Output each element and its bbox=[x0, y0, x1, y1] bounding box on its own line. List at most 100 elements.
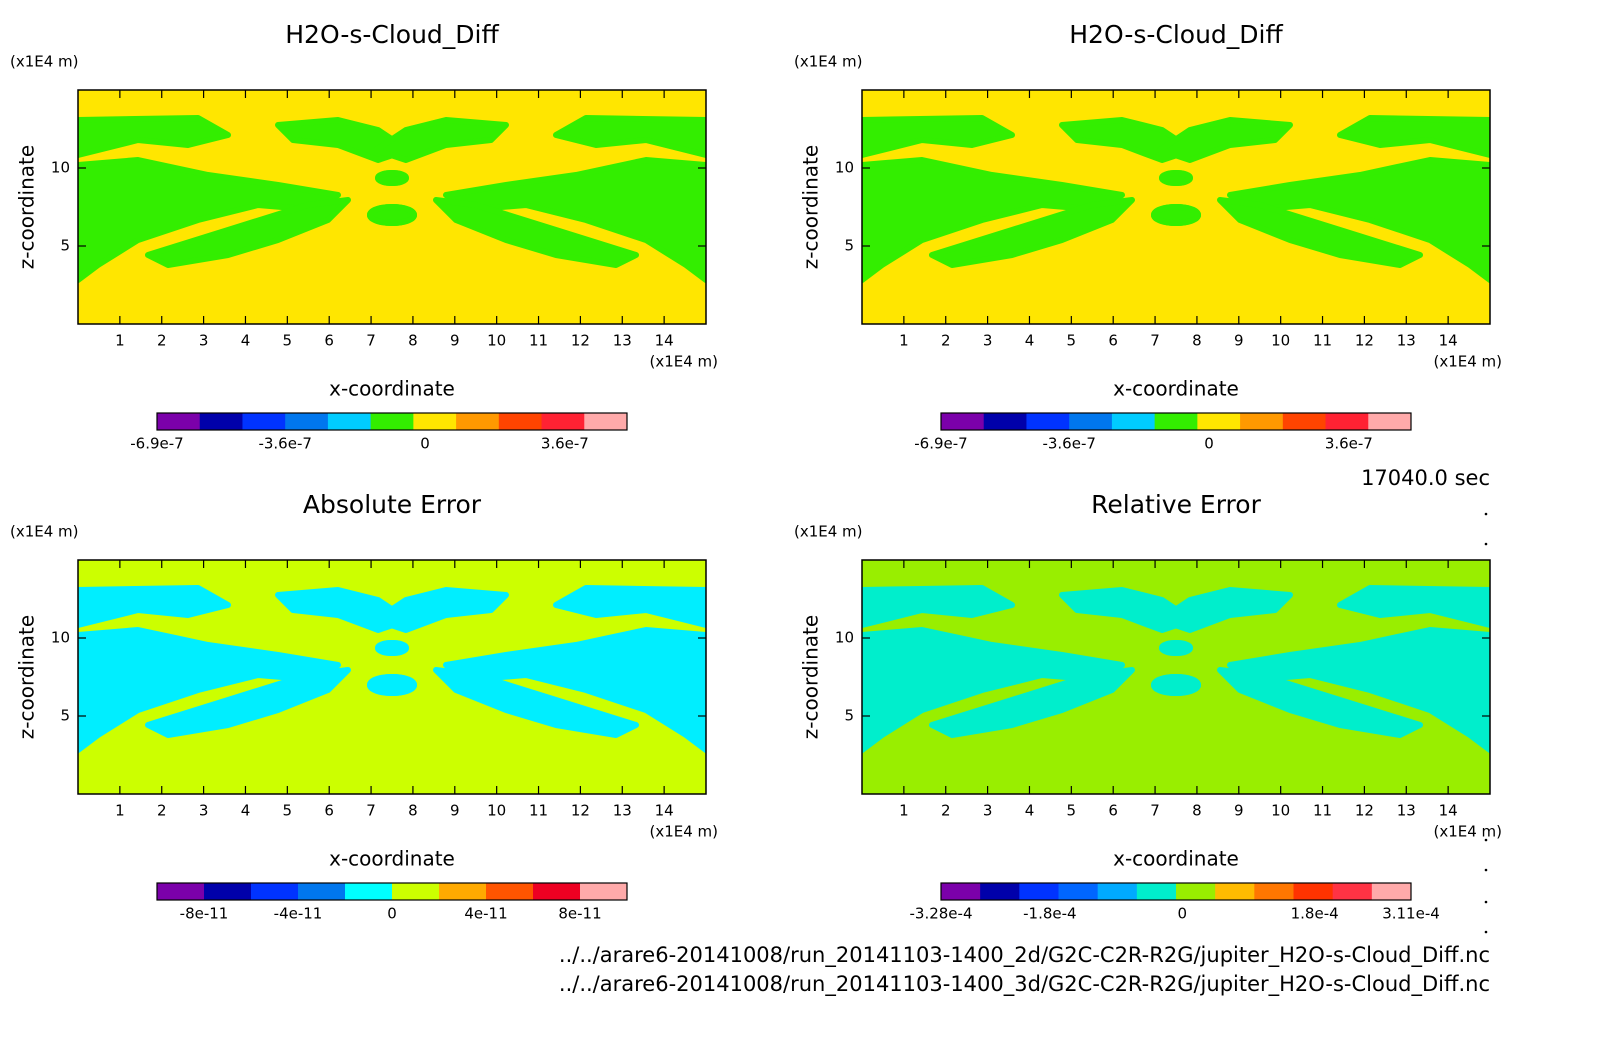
colorbar-segment bbox=[1371, 883, 1412, 900]
colorbar-segment bbox=[251, 883, 299, 900]
x-tick-label: 3 bbox=[199, 802, 209, 820]
colorbar-segment bbox=[1111, 413, 1156, 430]
colorbar-segment bbox=[983, 413, 1027, 430]
colorbar-segment bbox=[941, 413, 985, 430]
colorbar-tick-label: -6.9e-7 bbox=[130, 435, 183, 453]
x-tick-label: 8 bbox=[1192, 332, 1202, 350]
colorbar-segment bbox=[204, 883, 252, 900]
chart-title: Relative Error bbox=[1091, 490, 1261, 519]
x-tick-label: 10 bbox=[1271, 802, 1290, 820]
x-tick-label: 8 bbox=[1192, 802, 1202, 820]
plot-frame bbox=[861, 559, 1491, 795]
x-unit: (x1E4 m) bbox=[649, 823, 718, 841]
colorbar-segment bbox=[1293, 883, 1334, 900]
colorbar-segment bbox=[285, 413, 329, 430]
colorbar-frame bbox=[940, 882, 1412, 901]
y-axis-label: z-coordinate bbox=[15, 615, 39, 739]
x-tick-label: 2 bbox=[157, 332, 167, 350]
y-tick-label: 10 bbox=[835, 159, 854, 177]
x-unit: (x1E4 m) bbox=[1433, 823, 1502, 841]
colorbar-segment bbox=[1240, 413, 1284, 430]
colorbar-tick-label: 0 bbox=[1177, 905, 1187, 923]
x-tick-label: 10 bbox=[1271, 332, 1290, 350]
colorbar-tick-label: -8e-11 bbox=[180, 905, 229, 923]
y-unit: (x1E4 m) bbox=[10, 523, 79, 541]
colorbar-frame bbox=[156, 412, 628, 431]
colorbar-segment bbox=[242, 413, 286, 430]
colorbar-segment bbox=[345, 883, 393, 900]
edge-dots bbox=[1484, 512, 1488, 934]
y-tick-label: 10 bbox=[51, 159, 70, 177]
colorbar-segment bbox=[157, 413, 201, 430]
colorbar-segment bbox=[1069, 413, 1113, 430]
y-axis-label: z-coordinate bbox=[15, 145, 39, 269]
colorbar-segment bbox=[1154, 413, 1198, 430]
x-tick-label: 8 bbox=[408, 802, 418, 820]
colorbar-frame bbox=[156, 882, 628, 901]
colorbar-segment bbox=[584, 413, 628, 430]
x-tick-label: 2 bbox=[941, 802, 951, 820]
colorbar-segment bbox=[413, 413, 457, 430]
x-tick-label: 4 bbox=[241, 802, 251, 820]
colorbar-tick-label: -6.9e-7 bbox=[914, 435, 967, 453]
colorbar-tick-label: 1.8e-4 bbox=[1291, 905, 1339, 923]
x-tick-label: 4 bbox=[1025, 332, 1035, 350]
y-axis-label: z-coordinate bbox=[799, 145, 823, 269]
x-tick-label: 1 bbox=[115, 332, 125, 350]
x-tick-label: 7 bbox=[1150, 332, 1160, 350]
y-tick-label: 5 bbox=[60, 707, 70, 725]
x-tick-label: 9 bbox=[1234, 802, 1244, 820]
x-tick-label: 13 bbox=[613, 332, 632, 350]
x-tick-label: 13 bbox=[1397, 332, 1416, 350]
colorbar-tick-label: -3.6e-7 bbox=[258, 435, 311, 453]
x-tick-label: 11 bbox=[529, 332, 548, 350]
x-tick-label: 5 bbox=[1067, 802, 1077, 820]
y-tick-label: 5 bbox=[844, 237, 854, 255]
x-tick-label: 7 bbox=[366, 802, 376, 820]
colorbar-frame bbox=[940, 412, 1412, 431]
plot-frame bbox=[77, 559, 707, 795]
x-unit: (x1E4 m) bbox=[649, 353, 718, 371]
colorbar-tick-label: 4e-11 bbox=[464, 905, 507, 923]
colorbar-segment bbox=[327, 413, 372, 430]
y-tick-label: 10 bbox=[835, 629, 854, 647]
y-unit: (x1E4 m) bbox=[794, 523, 863, 541]
chart-title: H2O-s-Cloud_Diff bbox=[1069, 20, 1283, 49]
x-tick-label: 10 bbox=[487, 802, 506, 820]
x-tick-label: 9 bbox=[450, 802, 460, 820]
colorbar-segment bbox=[1019, 883, 1059, 900]
colorbar-segment bbox=[541, 413, 585, 430]
y-tick-label: 5 bbox=[60, 237, 70, 255]
colorbar-tick-label: 0 bbox=[1204, 435, 1214, 453]
x-tick-label: 4 bbox=[241, 332, 251, 350]
colorbar-tick-label: -3.28e-4 bbox=[910, 905, 973, 923]
colorbar-segment bbox=[1332, 883, 1373, 900]
colorbar-tick-label: 3.6e-7 bbox=[541, 435, 589, 453]
colorbar-segment bbox=[1215, 883, 1255, 900]
colorbar-segment bbox=[439, 883, 487, 900]
x-tick-label: 7 bbox=[1150, 802, 1160, 820]
x-unit: (x1E4 m) bbox=[1433, 353, 1502, 371]
x-axis-label: x-coordinate bbox=[329, 377, 455, 401]
colorbar-segment bbox=[199, 413, 243, 430]
file-path: ../../arare6-20141008/run_20141103-1400_… bbox=[559, 943, 1490, 968]
colorbar-segment bbox=[1254, 883, 1294, 900]
colorbar-segment bbox=[392, 883, 440, 900]
x-tick-label: 13 bbox=[1397, 802, 1416, 820]
panels: 1 2 3 4 5 6 7 8 9 10 11 12 13 14510H2O-s-Cloud_Diff(x… bbox=[10, 20, 1502, 923]
colorbar-segment bbox=[1176, 883, 1216, 900]
colorbar-segment bbox=[498, 413, 543, 430]
colorbar-segment bbox=[157, 883, 205, 900]
file-path: ../../arare6-20141008/run_20141103-1400_… bbox=[559, 972, 1490, 997]
x-tick-label: 14 bbox=[1439, 332, 1458, 350]
time-label: 17040.0 sec bbox=[1361, 466, 1490, 490]
x-tick-label: 14 bbox=[1439, 802, 1458, 820]
colorbar-segment bbox=[941, 883, 981, 900]
plot-frame bbox=[861, 89, 1491, 325]
colorbar-tick-label: 3.6e-7 bbox=[1325, 435, 1373, 453]
x-tick-label: 1 bbox=[899, 332, 909, 350]
x-tick-label: 12 bbox=[571, 332, 590, 350]
colorbar-segment bbox=[1136, 883, 1177, 900]
colorbar-segment bbox=[456, 413, 500, 430]
